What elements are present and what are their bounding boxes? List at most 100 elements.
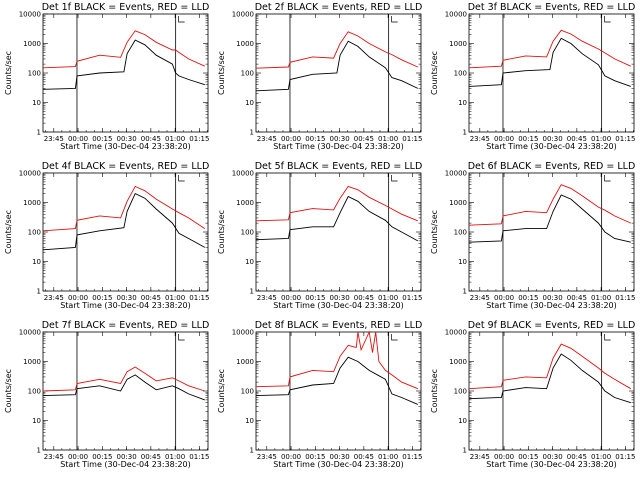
x-tick-label: 01:00: [378, 453, 398, 461]
series-line-lld: [468, 343, 632, 390]
x-tick-label: 23:45: [44, 135, 64, 143]
x-tick-label: 00:15: [305, 135, 325, 143]
x-tick-label: 00:30: [542, 135, 562, 143]
x-tick-label: 00:30: [329, 453, 349, 461]
y-tick-label: 10000: [232, 170, 254, 178]
x-tick-label: 00:45: [141, 294, 161, 302]
x-axis-label: Start Time (30-Dec-04 23:38:20): [60, 301, 191, 310]
series-line-events: [468, 194, 631, 243]
x-tick-label: 01:15: [615, 453, 635, 461]
series-line-lld: [255, 330, 418, 390]
x-tick-label: 00:00: [68, 294, 88, 302]
x-tick-label: 01:15: [402, 135, 422, 143]
x-tick-label: 23:45: [44, 453, 64, 461]
x-tick-label: 23:45: [470, 294, 490, 302]
x-tick-label: 00:00: [68, 453, 88, 461]
y-tick-label: 10: [245, 99, 254, 107]
panel-title: Det 7f BLACK = Events, RED = LLD: [42, 320, 210, 331]
marker-bracket: [178, 16, 185, 23]
x-tick-label: 23:45: [257, 294, 277, 302]
y-tick-label: 10: [458, 417, 467, 425]
x-tick-label: 23:45: [470, 453, 490, 461]
x-axis-label: Start Time (30-Dec-04 23:38:20): [60, 460, 191, 469]
y-tick-label: 10: [32, 99, 41, 107]
y-tick-label: 10000: [232, 11, 254, 19]
x-tick-label: 00:30: [116, 453, 136, 461]
y-tick-label: 10000: [445, 329, 467, 337]
panel-title: Det 2f BLACK = Events, RED = LLD: [255, 2, 423, 13]
plot-frame: [468, 331, 635, 451]
x-tick-label: 00:30: [542, 453, 562, 461]
x-tick-label: 00:45: [141, 453, 161, 461]
chart-panel-2: Det 2f BLACK = Events, RED = LLD10000100…: [217, 2, 422, 151]
y-tick-label: 1000: [236, 358, 254, 366]
y-tick-label: 100: [28, 70, 41, 78]
y-tick-label: 1: [37, 288, 41, 296]
marker-bracket: [604, 16, 611, 23]
y-tick-label: 100: [241, 388, 254, 396]
x-tick-label: 00:45: [567, 135, 587, 143]
x-axis-label: Start Time (30-Dec-04 23:38:20): [273, 142, 404, 151]
x-tick-label: 01:15: [615, 135, 635, 143]
chart-panel-4: Det 4f BLACK = Events, RED = LLD10000100…: [4, 161, 209, 310]
panel-title: Det 6f BLACK = Events, RED = LLD: [468, 161, 636, 172]
marker-bracket: [604, 334, 611, 341]
y-tick-label: 100: [241, 70, 254, 78]
y-tick-label: 10000: [19, 11, 41, 19]
series-line-events: [42, 374, 205, 401]
x-tick-label: 01:15: [402, 453, 422, 461]
plot-frame: [255, 172, 422, 292]
x-tick-label: 00:15: [92, 453, 112, 461]
y-tick-label: 100: [454, 388, 467, 396]
x-axis-label: Start Time (30-Dec-04 23:38:20): [273, 301, 404, 310]
x-tick-label: 00:30: [116, 135, 136, 143]
panel-title: Det 1f BLACK = Events, RED = LLD: [42, 2, 210, 13]
y-tick-label: 1000: [23, 358, 41, 366]
y-tick-label: 10: [458, 99, 467, 107]
x-tick-label: 01:15: [189, 294, 209, 302]
x-tick-label: 00:15: [305, 294, 325, 302]
y-tick-label: 100: [454, 70, 467, 78]
panel-title: Det 4f BLACK = Events, RED = LLD: [42, 161, 210, 172]
y-tick-label: 1: [463, 288, 467, 296]
x-tick-label: 01:00: [378, 294, 398, 302]
x-tick-label: 01:00: [378, 135, 398, 143]
x-tick-label: 01:00: [165, 294, 185, 302]
x-tick-label: 23:45: [44, 294, 64, 302]
chart-panel-8: Det 8f BLACK = Events, RED = LLD10000100…: [217, 320, 422, 469]
y-tick-label: 1000: [236, 199, 254, 207]
x-tick-label: 23:45: [257, 135, 277, 143]
y-axis-label: Counts/sec: [4, 210, 13, 254]
y-tick-label: 10000: [19, 329, 41, 337]
series-line-lld: [42, 366, 205, 392]
series-line-events: [42, 39, 205, 90]
y-axis-label: Counts/sec: [4, 369, 13, 413]
x-tick-label: 00:00: [281, 453, 301, 461]
series-line-lld: [42, 30, 205, 69]
x-tick-label: 01:15: [402, 294, 422, 302]
panel-title: Det 8f BLACK = Events, RED = LLD: [255, 320, 423, 331]
chart-panel-5: Det 5f BLACK = Events, RED = LLD10000100…: [217, 161, 422, 310]
y-tick-label: 1: [463, 447, 467, 455]
y-tick-label: 10000: [445, 11, 467, 19]
chart-panel-6: Det 6f BLACK = Events, RED = LLD10000100…: [430, 161, 635, 310]
x-axis-label: Start Time (30-Dec-04 23:38:20): [273, 460, 404, 469]
marker-bracket: [178, 175, 185, 182]
y-tick-label: 1000: [449, 40, 467, 48]
x-tick-label: 01:15: [189, 453, 209, 461]
x-tick-label: 00:00: [494, 135, 514, 143]
panel-title: Det 3f BLACK = Events, RED = LLD: [468, 2, 636, 13]
series-line-events: [255, 195, 419, 242]
y-axis-label: Counts/sec: [4, 51, 13, 95]
series-line-events: [255, 40, 418, 92]
x-tick-label: 00:45: [354, 453, 374, 461]
x-tick-label: 00:00: [68, 135, 88, 143]
y-tick-label: 1000: [23, 199, 41, 207]
chart-panel-1: Det 1f BLACK = Events, RED = LLD10000100…: [4, 2, 209, 151]
y-tick-label: 1: [250, 447, 254, 455]
y-tick-label: 1: [463, 129, 467, 137]
y-tick-label: 100: [241, 229, 254, 237]
y-tick-label: 1: [250, 129, 254, 137]
x-tick-label: 00:30: [329, 135, 349, 143]
